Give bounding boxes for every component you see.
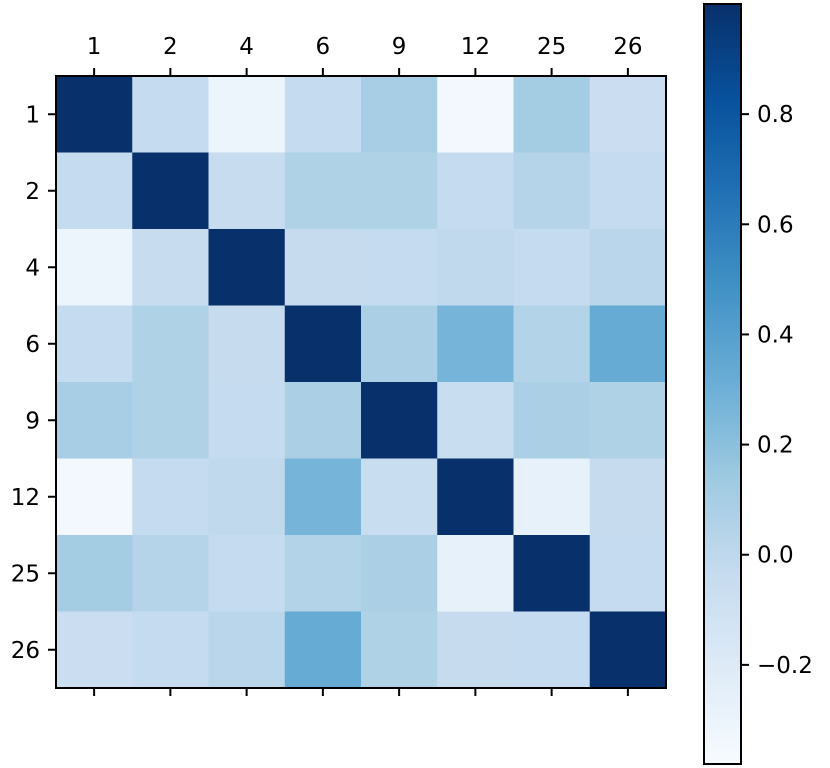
heatmap-cell-25-26 — [589, 535, 667, 612]
heatmap-cell-2-1 — [56, 152, 133, 230]
heatmap-cell-26-2 — [132, 611, 209, 689]
heatmap-cell-25-1 — [56, 535, 133, 612]
heatmap-cell-2-25 — [513, 152, 591, 230]
heatmap-cell-12-2 — [132, 458, 209, 536]
x-tick-label: 4 — [239, 34, 254, 60]
heatmap-cell-6-1 — [56, 305, 133, 383]
heatmap-cell-12-25 — [513, 458, 591, 536]
heatmap-cell-1-26 — [589, 76, 667, 153]
heatmap-cell-1-1 — [56, 76, 133, 153]
heatmap-cell-9-1 — [56, 382, 133, 459]
heatmap-cell-9-12 — [437, 382, 514, 459]
heatmap-cell-6-12 — [437, 305, 514, 383]
heatmap-cell-4-2 — [132, 229, 209, 306]
heatmap-cell-9-26 — [589, 382, 667, 459]
heatmap-cell-6-9 — [361, 305, 438, 383]
colorbar-tick-label: 0.6 — [757, 212, 794, 238]
heatmap-cell-26-25 — [513, 611, 591, 689]
heatmap-cell-4-4 — [208, 229, 286, 306]
x-tick-label: 2 — [163, 34, 178, 60]
heatmap-cell-2-2 — [132, 152, 209, 230]
heatmap-cell-12-6 — [284, 458, 362, 536]
heatmap-cell-6-4 — [208, 305, 286, 383]
heatmap-cell-26-26 — [589, 611, 667, 689]
heatmap-cell-9-25 — [513, 382, 591, 459]
x-tick-label: 26 — [613, 34, 642, 60]
y-tick-label: 6 — [25, 332, 40, 358]
heatmap-cell-1-9 — [361, 76, 438, 153]
heatmap-cell-2-26 — [589, 152, 667, 230]
heatmap-cells — [56, 76, 667, 689]
heatmap-cell-12-26 — [589, 458, 667, 536]
heatmap-cell-26-12 — [437, 611, 514, 689]
y-tick-label: 1 — [25, 102, 40, 128]
heatmap-cell-1-25 — [513, 76, 591, 153]
colorbar-tick-label: 0.2 — [757, 433, 794, 459]
heatmap-cell-2-9 — [361, 152, 438, 230]
x-tick-label: 6 — [316, 34, 331, 60]
heatmap-cell-25-2 — [132, 535, 209, 612]
heatmap-cell-25-25 — [513, 535, 591, 612]
heatmap-cell-12-9 — [361, 458, 438, 536]
heatmap-cell-9-2 — [132, 382, 209, 459]
heatmap-cell-26-6 — [284, 611, 362, 689]
y-tick-label: 12 — [11, 485, 40, 511]
y-tick-label: 4 — [25, 255, 40, 281]
x-axis-ticks: 1 2 4 6 9 12 25 26 — [87, 34, 643, 76]
heatmap-cell-4-6 — [284, 229, 362, 306]
heatmap-cell-4-9 — [361, 229, 438, 306]
heatmap-cell-12-12 — [437, 458, 514, 536]
colorbar-tick-label: 0.4 — [757, 322, 794, 348]
heatmap-cell-2-6 — [284, 152, 362, 230]
heatmap-cell-4-1 — [56, 229, 133, 306]
colorbar-frame — [703, 3, 742, 765]
x-tick-label: 12 — [461, 34, 490, 60]
heatmap-cell-2-12 — [437, 152, 514, 230]
heatmap-cell-25-4 — [208, 535, 286, 612]
x-axis-bottom-ticks — [93, 688, 629, 696]
heatmap-cell-6-2 — [132, 305, 209, 383]
x-tick-label: 25 — [537, 34, 566, 60]
heatmap-cell-6-6 — [284, 305, 362, 383]
heatmap-cell-9-9 — [361, 382, 438, 459]
x-tick-label: 1 — [87, 34, 102, 60]
colorbar-tick-label: 0.8 — [757, 102, 794, 128]
y-tick-label: 26 — [11, 638, 40, 664]
heatmap-cell-25-6 — [284, 535, 362, 612]
heatmap-cell-12-1 — [56, 458, 133, 536]
x-tick-label: 9 — [392, 34, 407, 60]
colorbar-ticks: 0.8 0.6 0.4 0.2 0.0 −0.2 — [741, 102, 813, 679]
heatmap-cell-12-4 — [208, 458, 286, 536]
heatmap-cell-1-12 — [437, 76, 514, 153]
heatmap-cell-1-4 — [208, 76, 286, 153]
heatmap-frame — [55, 75, 667, 689]
heatmap-cell-6-26 — [589, 305, 667, 383]
y-tick-label: 25 — [11, 561, 40, 587]
y-tick-label: 2 — [25, 179, 40, 205]
colorbar-tick-label: 0.0 — [757, 543, 794, 569]
heatmap-cell-4-12 — [437, 229, 514, 306]
y-tick-label: 9 — [25, 408, 40, 434]
heatmap-cell-2-4 — [208, 152, 286, 230]
heatmap-cell-1-2 — [132, 76, 209, 153]
heatmap-cell-6-25 — [513, 305, 591, 383]
heatmap-cell-9-6 — [284, 382, 362, 459]
heatmap-cell-1-6 — [284, 76, 362, 153]
heatmap-cell-26-4 — [208, 611, 286, 689]
heatmap-cell-26-1 — [56, 611, 133, 689]
colorbar-gradient — [704, 4, 741, 764]
heatmap-cell-25-12 — [437, 535, 514, 612]
heatmap-cell-26-9 — [361, 611, 438, 689]
heatmap-cell-9-4 — [208, 382, 286, 459]
heatmap-cell-4-26 — [589, 229, 667, 306]
heatmap-cell-25-9 — [361, 535, 438, 612]
colorbar-tick-label: −0.2 — [757, 653, 813, 679]
heatmap-cell-4-25 — [513, 229, 591, 306]
